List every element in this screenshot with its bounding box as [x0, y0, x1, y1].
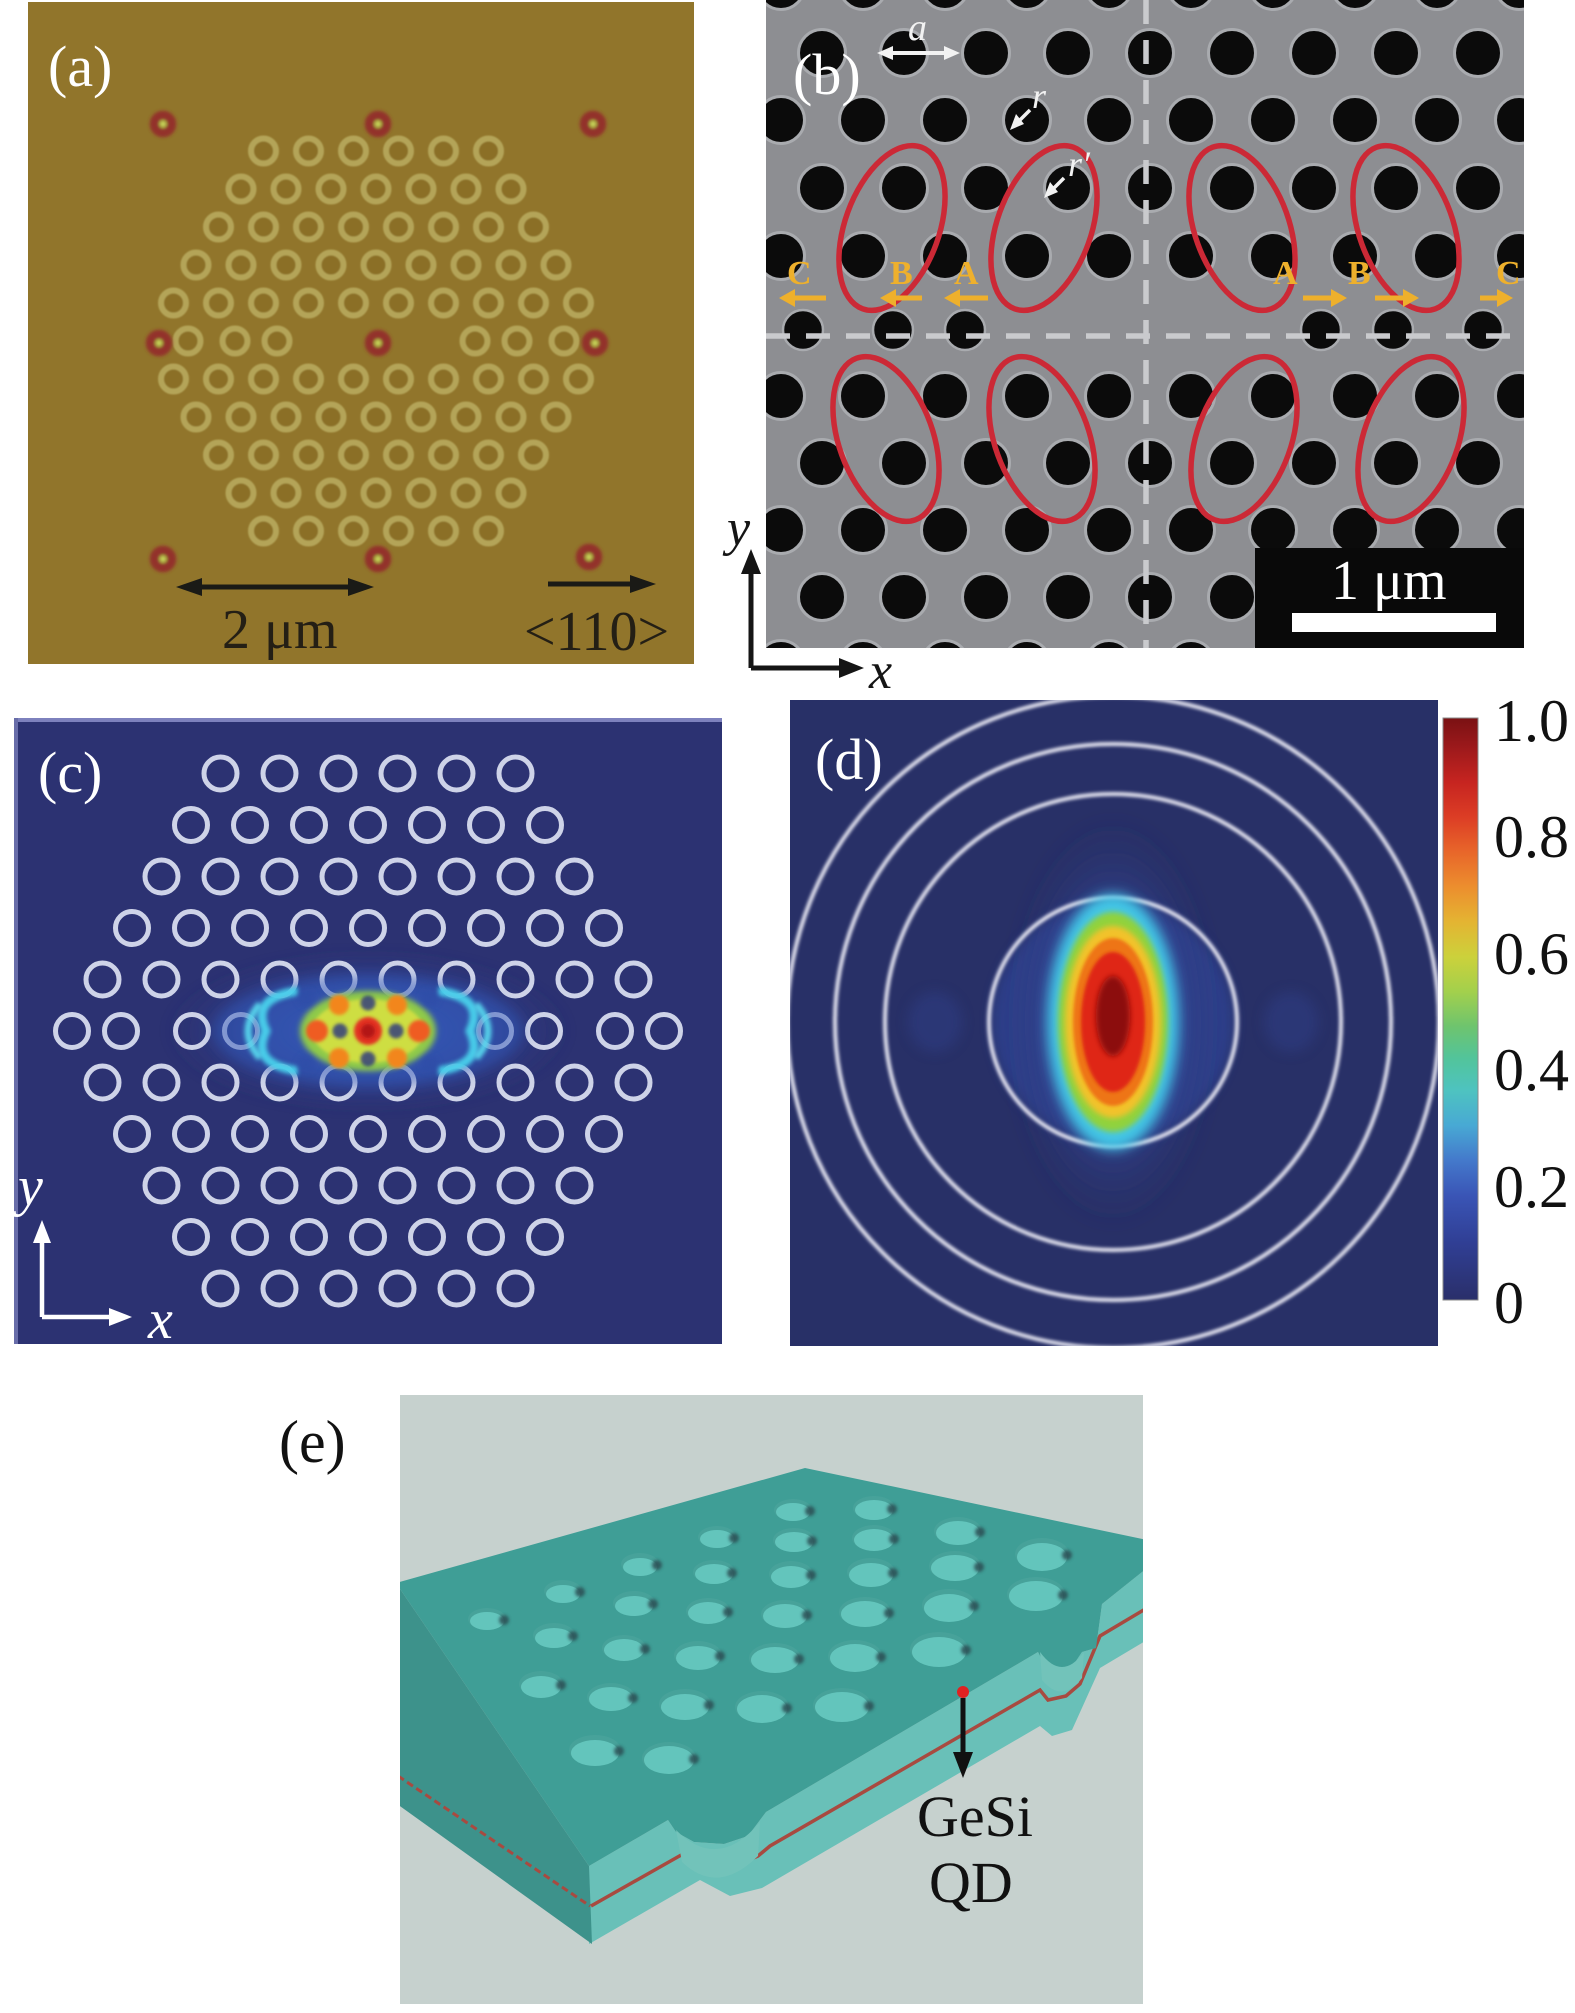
svg-text:y: y [722, 500, 751, 557]
svg-text:(a): (a) [48, 34, 112, 99]
svg-text:r: r [1032, 76, 1047, 116]
svg-text:A: A [1273, 255, 1298, 292]
svg-text:<110>: <110> [524, 601, 669, 663]
svg-text:0: 0 [1494, 1270, 1524, 1336]
svg-text:y: y [13, 1156, 43, 1218]
svg-text:x: x [147, 1289, 173, 1351]
svg-text:(c): (c) [38, 740, 102, 805]
svg-text:GeSi: GeSi [917, 1784, 1033, 1849]
svg-text:C: C [1496, 255, 1521, 292]
svg-text:r′: r′ [1068, 144, 1091, 184]
svg-text:0.6: 0.6 [1494, 921, 1569, 987]
svg-text:C: C [787, 255, 812, 292]
svg-text:2 μm: 2 μm [222, 599, 338, 661]
svg-text:B: B [890, 255, 913, 292]
svg-text:B: B [1348, 255, 1371, 292]
svg-text:1 μm: 1 μm [1331, 550, 1447, 612]
svg-text:A: A [954, 255, 979, 292]
svg-text:0.4: 0.4 [1494, 1037, 1569, 1103]
svg-text:(e): (e) [279, 1409, 346, 1475]
svg-text:QD: QD [929, 1850, 1013, 1915]
svg-text:x: x [868, 643, 892, 700]
svg-text:1.0: 1.0 [1494, 688, 1569, 754]
svg-text:(b): (b) [793, 42, 861, 107]
svg-text:0.8: 0.8 [1494, 804, 1569, 870]
svg-text:a: a [908, 7, 927, 49]
svg-text:0.2: 0.2 [1494, 1154, 1569, 1220]
svg-text:(d): (d) [815, 727, 883, 792]
